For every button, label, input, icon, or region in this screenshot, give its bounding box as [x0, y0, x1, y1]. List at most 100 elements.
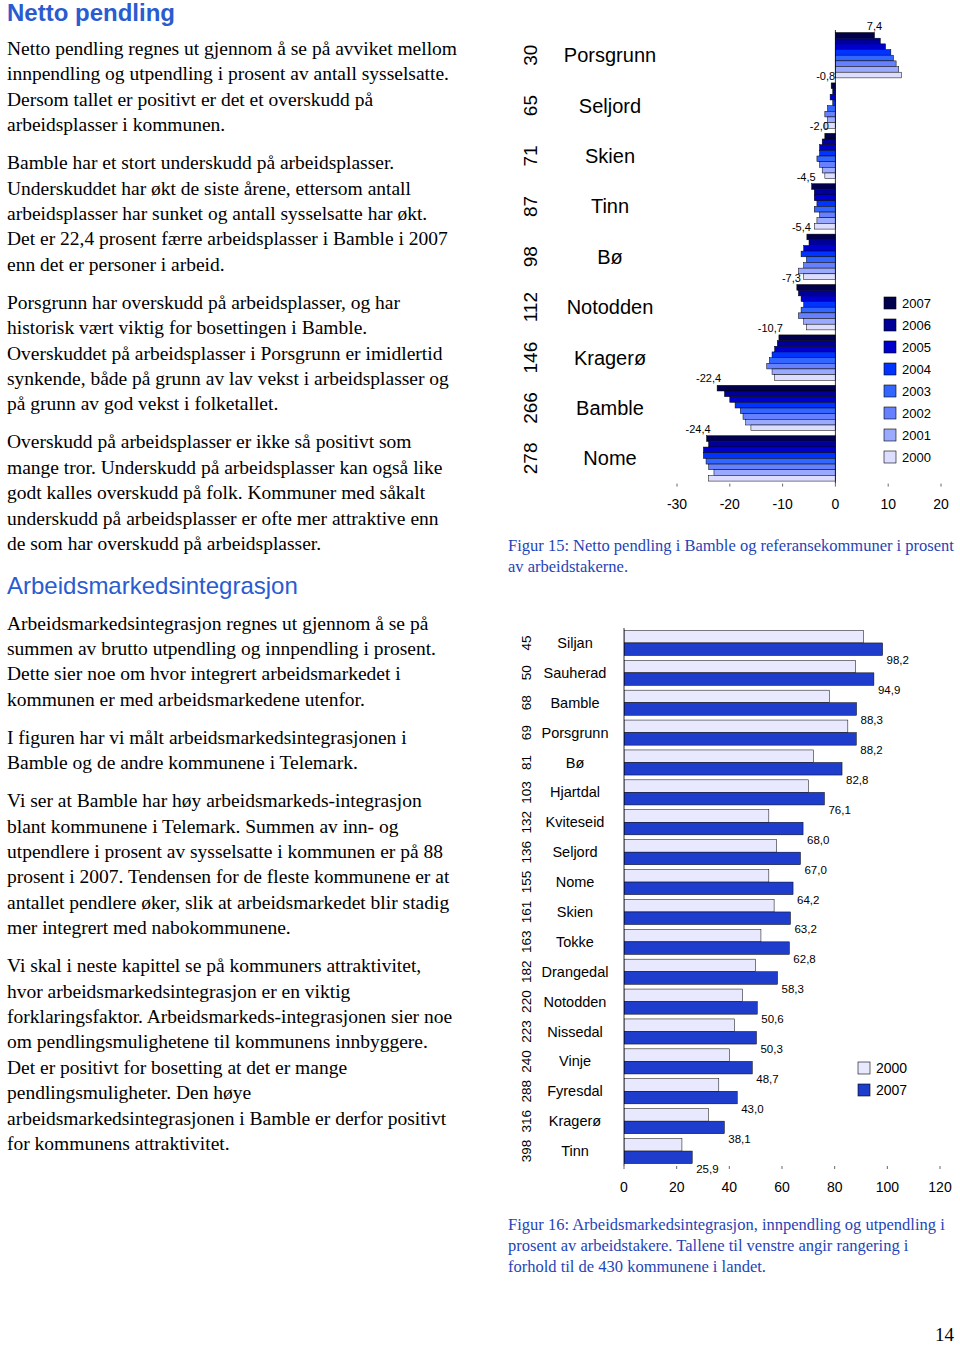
tick-label: 10 [880, 496, 896, 512]
bar [624, 1032, 756, 1045]
axis-line [624, 628, 625, 1166]
bar [624, 630, 864, 643]
bar [817, 201, 835, 207]
rank-label: 45 [519, 635, 534, 650]
bar [725, 391, 836, 397]
bar [820, 162, 836, 168]
rank-label: 30 [520, 45, 541, 66]
page: Netto pendlingNetto pendling regnes ut g… [0, 0, 960, 1347]
bar [735, 402, 835, 408]
bar [624, 690, 829, 703]
bar [624, 673, 874, 686]
rank-label: 266 [520, 392, 541, 424]
bar [835, 61, 896, 67]
data-label: 48,7 [756, 1073, 778, 1085]
legend-label: 2001 [902, 428, 931, 443]
rank-label: 65 [520, 95, 541, 116]
tick-mark [782, 484, 783, 487]
category-label: Tinn [591, 195, 629, 217]
bar [624, 942, 789, 955]
legend-label: 2007 [902, 296, 931, 311]
bar [804, 262, 836, 268]
category-label: Tokke [556, 934, 594, 950]
bar [624, 929, 761, 942]
page-number: 14 [935, 1324, 954, 1346]
tick-mark [887, 1166, 888, 1169]
bar [827, 106, 835, 112]
bar [624, 1121, 724, 1134]
chart: 020406080100120Siljan45Sauherad50Bamble6… [519, 628, 952, 1195]
paragraph: Vi ser at Bamble har høy arbeidsmarkeds-… [7, 788, 459, 940]
category-label: Skien [557, 904, 593, 920]
data-label: 25,9 [696, 1163, 718, 1175]
tick-mark [940, 1166, 941, 1169]
bar [825, 111, 836, 117]
rank-label: 68 [519, 695, 534, 710]
bar [624, 1151, 692, 1164]
category-label: Seljord [579, 95, 641, 117]
bar [775, 346, 836, 352]
category-label: Vinje [559, 1053, 591, 1069]
tick-mark [729, 1166, 730, 1169]
category-label: Tinn [561, 1143, 589, 1159]
bar [703, 453, 835, 459]
tick-label: -20 [720, 496, 740, 512]
category-label: Kragerø [574, 347, 646, 369]
category-label: Skien [585, 145, 635, 167]
bar [746, 419, 836, 425]
tick-label: 100 [876, 1179, 900, 1195]
tick-mark [941, 484, 942, 487]
data-label: 76,1 [828, 804, 850, 816]
legend-label: 2004 [902, 362, 931, 377]
bar [707, 436, 836, 442]
tick-label: 80 [827, 1179, 843, 1195]
rank-label: 316 [519, 1110, 534, 1133]
bar [624, 852, 800, 865]
data-label: 88,2 [860, 744, 882, 756]
bar [804, 319, 836, 325]
bar [817, 218, 835, 224]
bar [624, 750, 814, 763]
legend-label: 2003 [902, 384, 931, 399]
bar [624, 1139, 682, 1152]
legend-label: 2000 [902, 450, 931, 465]
bar [831, 83, 835, 89]
bar [814, 189, 835, 195]
bar [779, 335, 835, 341]
bar [624, 989, 743, 1002]
bar [624, 870, 769, 883]
data-label: 50,3 [760, 1043, 782, 1055]
data-label: 38,1 [728, 1133, 750, 1145]
category-label: Sauherad [544, 665, 607, 681]
tick-label: -30 [667, 496, 687, 512]
bar [624, 733, 856, 746]
paragraph: Bamble har et stort underskudd på arbeid… [7, 150, 459, 277]
paragraph: Porsgrunn har overskudd på arbeidsplasse… [7, 290, 459, 417]
category-label: Bamble [576, 397, 644, 419]
category-label: Siljan [557, 635, 592, 651]
category-label: Nome [583, 447, 636, 469]
category-label: Bamble [550, 695, 599, 711]
bar [709, 464, 836, 470]
bar [717, 385, 835, 391]
bar [624, 1002, 757, 1015]
legend-label: 2006 [902, 318, 931, 333]
tick-label: 120 [928, 1179, 952, 1195]
rank-label: 240 [519, 1050, 534, 1073]
category-label: Porsgrunn [542, 725, 609, 741]
bar [809, 240, 835, 246]
rank-label: 288 [519, 1080, 534, 1103]
bar [624, 1109, 708, 1122]
tick-mark [888, 484, 889, 487]
bar [743, 414, 835, 420]
bar [820, 150, 836, 156]
data-label: -24,4 [685, 423, 710, 435]
tick-label: 40 [722, 1179, 738, 1195]
bar [624, 763, 842, 776]
tick-label: 0 [620, 1179, 628, 1195]
bar [624, 660, 856, 673]
data-label: 58,3 [782, 983, 804, 995]
legend-swatch [858, 1062, 870, 1074]
rank-label: 278 [520, 443, 541, 475]
axis-line [835, 30, 836, 484]
